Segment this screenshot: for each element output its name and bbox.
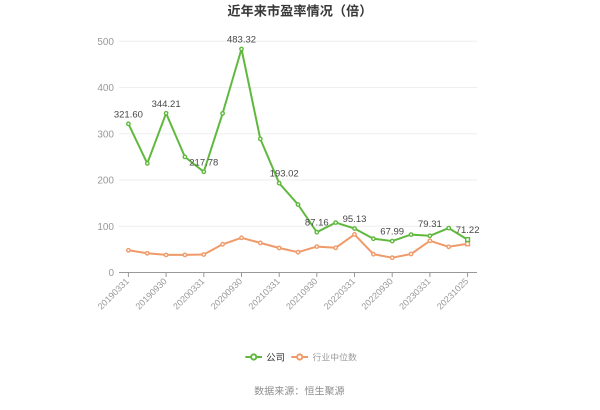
svg-text:67.99: 67.99 [380,227,404,238]
svg-text:217.78: 217.78 [189,157,218,168]
svg-text:95.13: 95.13 [343,214,367,225]
svg-text:321.60: 321.60 [114,109,143,120]
svg-text:200: 200 [97,176,114,187]
svg-text:193.02: 193.02 [270,169,299,180]
svg-text:500: 500 [97,37,114,48]
svg-text:87.16: 87.16 [305,218,329,229]
svg-text:300: 300 [97,129,114,140]
svg-text:100: 100 [97,222,114,233]
svg-text:0: 0 [108,268,114,279]
svg-text:344.21: 344.21 [152,99,181,110]
svg-text:79.31: 79.31 [418,219,442,230]
svg-text:483.32: 483.32 [227,35,256,46]
svg-text:400: 400 [97,83,114,94]
svg-text:71.22: 71.22 [456,225,480,236]
